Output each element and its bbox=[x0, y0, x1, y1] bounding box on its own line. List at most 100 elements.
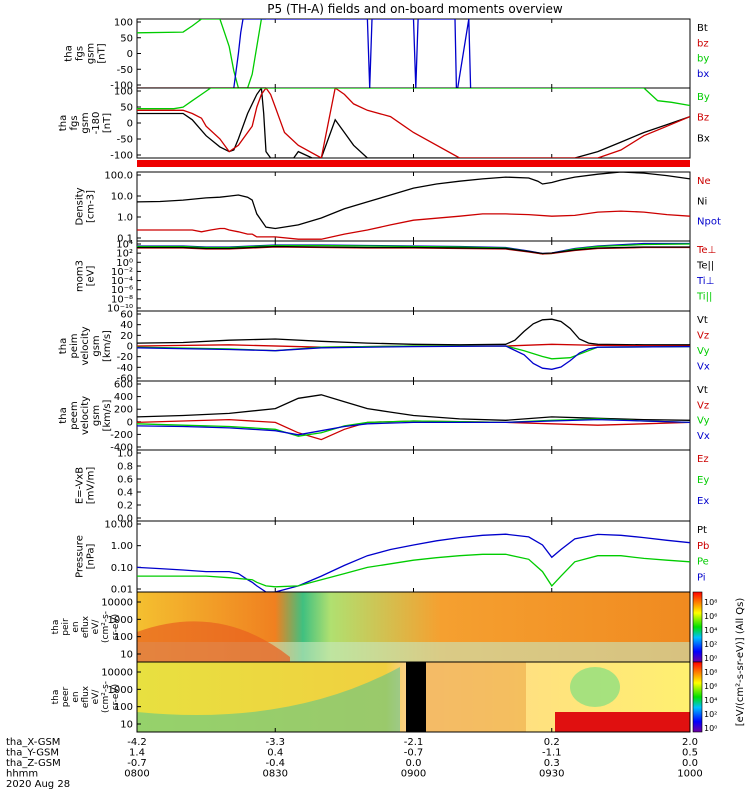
panel-frame bbox=[136, 171, 691, 242]
y-axis-label-line: fgs bbox=[75, 46, 86, 61]
y-axis-label-line: gsm bbox=[91, 405, 102, 426]
series-line-Pi bbox=[137, 533, 690, 592]
y-axis-label: E=-VxB [mV/m] bbox=[75, 467, 97, 505]
y-tick-label: 10 bbox=[120, 720, 133, 731]
y-tick-label: 10⁻⁶ bbox=[111, 285, 133, 296]
legend-entry: Ez bbox=[697, 454, 709, 465]
x-tick-label: 0.5 bbox=[682, 748, 698, 759]
y-axis-label-line: [nPa] bbox=[86, 543, 97, 569]
y-tick-label: 0 bbox=[127, 49, 133, 60]
colorbar-tick-label: 10⁴ bbox=[704, 626, 717, 635]
y-axis-label-line: [nT] bbox=[97, 43, 108, 63]
y-axis-label-line: en bbox=[71, 621, 81, 632]
y-axis-label-line: en bbox=[71, 691, 81, 702]
y-tick-label: -60 bbox=[117, 374, 133, 385]
y-axis-label-line: Density bbox=[75, 187, 86, 225]
series-line-Bz bbox=[137, 88, 690, 158]
series-group bbox=[137, 242, 690, 255]
legend-entry: Ti|| bbox=[696, 292, 712, 303]
colorbar-bar bbox=[692, 591, 703, 663]
legend-entry: Te⊥ bbox=[696, 245, 716, 256]
y-axis-label-line: Pressure bbox=[75, 535, 86, 578]
y-axis-label-line: [km/s] bbox=[102, 399, 113, 431]
colorbar-label-group: [eV/(cm²-s-sr-eV)] (All Qs) bbox=[735, 598, 746, 727]
y-axis-label-line: tha bbox=[58, 115, 69, 131]
series-group bbox=[137, 172, 690, 240]
x-axis-row-label: 2020 Aug 28 bbox=[6, 779, 70, 790]
y-axis-label-line: tha bbox=[51, 690, 61, 705]
panel-2: 100 50 0 -50 -100 tha fgs gsm -180 [nT] By Bz Bx bbox=[58, 87, 710, 162]
y-tick-label: -50 bbox=[117, 65, 133, 76]
y-tick-label: 0.8 bbox=[117, 462, 133, 473]
series-line-Pe bbox=[137, 553, 690, 588]
series-group bbox=[137, 88, 690, 158]
colorbar-bar bbox=[692, 661, 703, 733]
series-line-Bx bbox=[137, 88, 690, 158]
x-tick-label: -4.2 bbox=[127, 737, 147, 748]
y-tick-label: 60 bbox=[120, 310, 133, 321]
y-axis-label-line: E=-VxB bbox=[75, 467, 86, 504]
legend-entry: Bz bbox=[697, 113, 709, 124]
y-tick-label: -40 bbox=[117, 363, 133, 374]
y-axis-label: tha peer en eflux eV/(cm²-s-sr-eV) bbox=[51, 681, 121, 713]
y-tick-label: 20 bbox=[120, 331, 133, 342]
series-line-Vx bbox=[137, 418, 690, 436]
y-tick-label: 0.10 bbox=[111, 563, 133, 574]
y-axis-label: tha peim velocity gsm [km/s] bbox=[58, 326, 113, 365]
legend-entry: Pi bbox=[697, 572, 706, 583]
x-tick-label: 0900 bbox=[401, 769, 426, 780]
y-axis-label-line: peer bbox=[61, 686, 71, 707]
x-axis-row-label: tha_Z-GSM bbox=[6, 758, 61, 769]
x-tick-label: 0800 bbox=[124, 769, 149, 780]
y-tick-label: 1.0 bbox=[117, 213, 133, 224]
y-axis-label-line: [nT] bbox=[102, 113, 113, 133]
legend-entry: Ti⊥ bbox=[696, 276, 714, 287]
y-axis-label-line: sr-eV) bbox=[111, 614, 121, 640]
y-axis-label-line: peir bbox=[61, 618, 71, 636]
x-tick-label: -0.7 bbox=[127, 758, 147, 769]
panel-1: 100 50 0 -50 -100 tha fgs gsm [nT] Bt bz by bx bbox=[64, 18, 710, 92]
x-tick-label: -0.7 bbox=[404, 748, 424, 759]
y-tick-label: 10000 bbox=[101, 668, 133, 679]
colorbar-tick-label: 10² bbox=[704, 640, 717, 649]
y-tick-label: 200 bbox=[114, 405, 133, 416]
legend-entry: Bx bbox=[697, 133, 710, 144]
y-tick-label: 1.00 bbox=[111, 541, 133, 552]
colorbar-tick-label: 10⁰ bbox=[704, 654, 717, 663]
y-tick-label: 0.6 bbox=[117, 475, 133, 486]
legend-entry: Vt bbox=[697, 315, 708, 326]
y-axis-label-line: eV/ bbox=[91, 619, 101, 635]
y-tick-label: 1000 bbox=[108, 685, 133, 696]
legend-entry: Vz bbox=[697, 331, 709, 342]
y-tick-label: -100 bbox=[110, 151, 133, 162]
y-tick-label: 0 bbox=[127, 119, 133, 130]
legend-entry: Vy bbox=[697, 416, 710, 427]
legend-entry: Npot bbox=[697, 217, 721, 228]
legend-entry: Ey bbox=[697, 475, 709, 486]
y-tick-label: -100 bbox=[110, 81, 133, 92]
panel-frame bbox=[136, 520, 691, 593]
colorbar-tick-label: 10⁰ bbox=[704, 724, 717, 733]
spectrogram-2: 10000 1000 100 10 tha peer en eflux eV/(cm²-s-sr… bbox=[51, 661, 691, 733]
y-axis-label-line: gsm bbox=[91, 335, 102, 356]
legend-entry: Te|| bbox=[696, 261, 714, 272]
y-axis-label-line: (cm²-s- bbox=[101, 611, 111, 643]
y-axis-label-line: gsm bbox=[86, 43, 97, 64]
colorbar-tick-label: 10⁸ bbox=[704, 668, 717, 677]
legend-entry: Vt bbox=[697, 385, 708, 396]
series-line-By bbox=[137, 88, 690, 110]
y-axis-label: Pressure [nPa] bbox=[75, 535, 97, 578]
x-tick-label: 1000 bbox=[677, 769, 702, 780]
y-axis-label-line: velocity bbox=[80, 326, 91, 365]
spectrogram-segment bbox=[426, 662, 526, 732]
y-tick-label: 100.0 bbox=[104, 171, 133, 182]
y-tick-label: -20 bbox=[117, 352, 133, 363]
y-tick-label: 400 bbox=[114, 392, 133, 403]
y-tick-label: 10.0 bbox=[111, 192, 133, 203]
y-axis-label-line: mom3 bbox=[75, 260, 86, 292]
spectrogram-feature bbox=[137, 621, 290, 662]
spectrogram-feature bbox=[570, 667, 620, 707]
